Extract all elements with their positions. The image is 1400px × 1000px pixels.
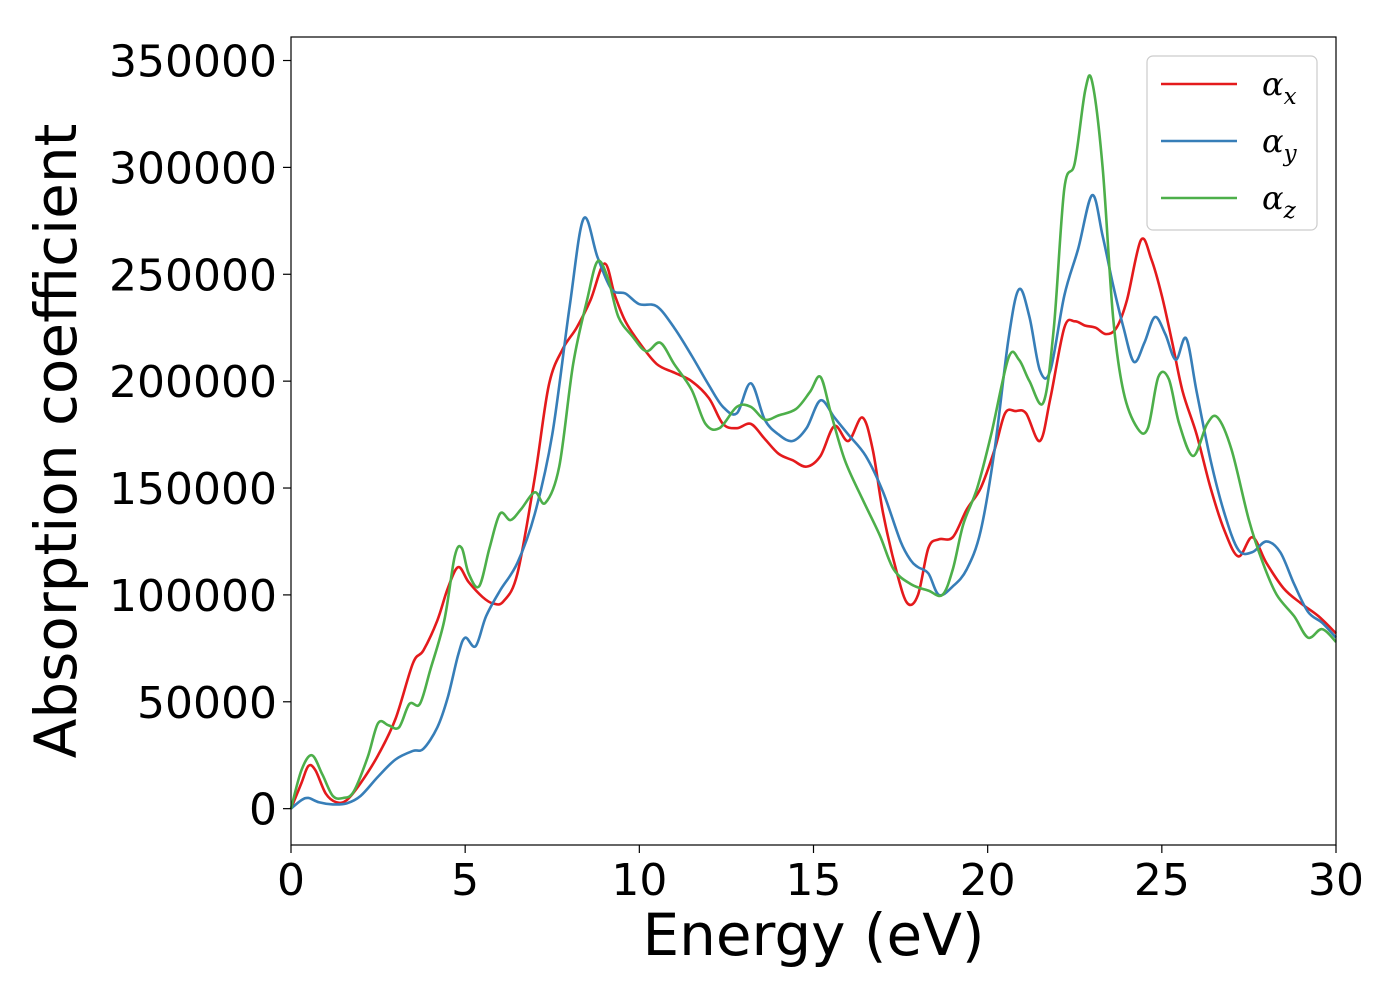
y-tick-label: 350000 <box>109 37 277 88</box>
x-tick-label: 5 <box>451 855 479 906</box>
x-tick-label: 0 <box>277 855 305 906</box>
y-tick-label: 250000 <box>109 250 277 301</box>
series-line-z <box>289 74 1337 810</box>
series-line-y <box>290 193 1337 810</box>
x-tick-label: 30 <box>1308 855 1364 906</box>
x-tick-label: 25 <box>1134 855 1190 906</box>
y-tick-label: 200000 <box>109 357 277 408</box>
legend-box <box>1146 55 1318 231</box>
x-axis: 0 5 10 15 20 25 30 <box>277 845 1364 906</box>
series-layer <box>289 74 1337 810</box>
y-tick-label: 300000 <box>109 143 277 194</box>
x-tick-label: 10 <box>611 855 667 906</box>
series-line-x <box>289 237 1337 810</box>
y-tick-label: 0 <box>249 785 277 836</box>
x-tick-label: 20 <box>960 855 1016 906</box>
y-axis-title: Absorption coefficient <box>22 124 90 759</box>
x-axis-title: Energy (eV) <box>642 901 984 969</box>
y-tick-label: 50000 <box>137 678 277 729</box>
legend-label-x: αx <box>1262 65 1297 110</box>
legend-label-y: αy <box>1262 122 1298 167</box>
legend: αx αy αz <box>1146 55 1318 231</box>
legend-label-z: αz <box>1262 179 1297 224</box>
y-axis: 0 50000 100000 150000 200000 250000 300000 3500… <box>109 37 291 836</box>
y-tick-label: 150000 <box>109 464 277 515</box>
y-tick-label: 100000 <box>109 571 277 622</box>
x-tick-label: 15 <box>786 855 842 906</box>
